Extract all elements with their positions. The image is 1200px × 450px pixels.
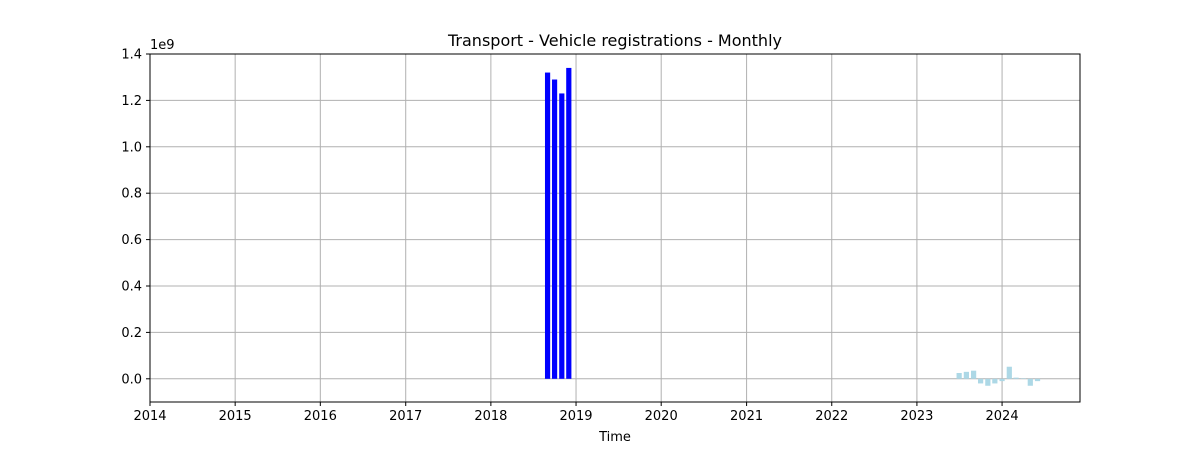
y-tick-label: 0.0 — [121, 372, 142, 387]
bar-series-1-2023-08 — [963, 371, 969, 379]
bar-series-1-2024-05 — [1027, 378, 1033, 386]
y-tick-label: 1.2 — [121, 94, 142, 109]
bar-series-0-2018-11 — [559, 93, 565, 379]
bar-series-0-2018-10 — [551, 79, 558, 379]
bars — [544, 67, 1041, 386]
y-axis: 0.0 0.2 0.4 0.6 0.8 1.0 1.2 1.4 — [121, 48, 150, 387]
bar-series-1-2023-09 — [971, 370, 977, 379]
y-tick-label: 0.2 — [121, 326, 142, 341]
bar-series-1-2024-01 — [999, 378, 1005, 382]
x-tick-label: 2017 — [389, 409, 422, 424]
grid — [149, 53, 1080, 402]
y-tick-label: 0.6 — [121, 233, 142, 248]
bar-series-1-2023-11 — [985, 378, 991, 386]
x-axis: 2014 2015 2016 2017 2018 2019 2020 2021 2022 2023… — [133, 402, 1019, 424]
chart-title: Transport - Vehicle registrations - Mont… — [447, 31, 782, 50]
y-tick-label: 0.4 — [121, 280, 142, 295]
x-tick-label: 2022 — [815, 409, 848, 424]
y-tick-label: 1.0 — [121, 140, 142, 155]
x-tick-label: 2016 — [304, 409, 337, 424]
bar-series-1-2023-10 — [978, 378, 984, 384]
x-tick-label: 2014 — [133, 409, 166, 424]
bar-series-0-2018-09 — [544, 72, 551, 379]
y-tick-label: 0.8 — [121, 187, 142, 202]
plot-frame — [149, 53, 1081, 403]
x-tick-label: 2021 — [730, 409, 763, 424]
bar-series-1-2024-06 — [1034, 378, 1041, 382]
bar-series-0-2018-12 — [566, 67, 572, 379]
bar-series-1-2024-03 — [1013, 377, 1019, 379]
x-tick-label: 2018 — [474, 409, 507, 424]
bar-series-1-2023-07 — [956, 373, 962, 379]
bar-series-1-2024-04 — [1020, 378, 1026, 379]
y-tick-label: 1.4 — [121, 48, 142, 63]
x-tick-label: 2024 — [986, 409, 1019, 424]
x-tick-label: 2019 — [559, 409, 592, 424]
x-tick-label: 2020 — [645, 409, 678, 424]
bar-series-1-2023-12 — [992, 378, 998, 384]
y-scale-label: 1e9 — [150, 38, 175, 53]
x-tick-label: 2023 — [900, 409, 933, 424]
bar-series-1-2024-02 — [1006, 366, 1012, 379]
x-axis-label: Time — [598, 430, 631, 445]
x-tick-label: 2015 — [219, 409, 252, 424]
